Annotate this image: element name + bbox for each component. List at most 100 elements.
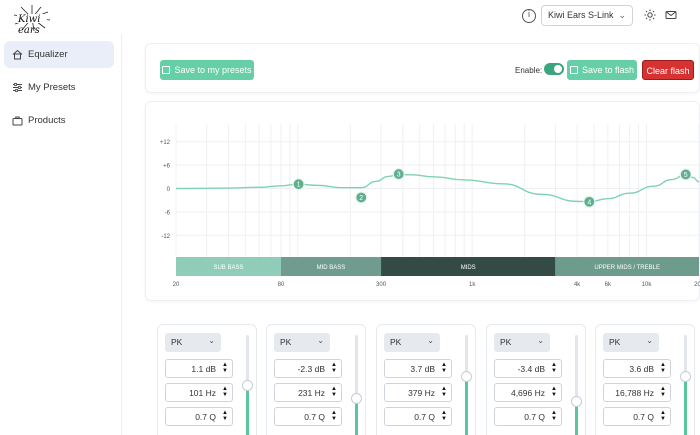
stepper-arrows-icon[interactable]: ▲ ▼ xyxy=(551,386,557,398)
q-input-value: 0.7 Q xyxy=(524,412,545,422)
filter-node[interactable] xyxy=(392,167,405,181)
gain-input-value: -3.4 dB xyxy=(517,364,545,374)
stepper-arrows-icon[interactable]: ▲ ▼ xyxy=(660,386,666,398)
filter-node[interactable] xyxy=(355,191,368,204)
q-input[interactable]: 0.7 Q ▲ ▼ xyxy=(165,407,233,426)
frequency-input-value: 16,788 Hz xyxy=(615,388,654,398)
q-input[interactable]: 0.7 Q ▲ ▼ xyxy=(274,407,342,426)
gain-slider-thumb[interactable] xyxy=(461,370,472,382)
gain-slider-thumb[interactable] xyxy=(242,379,253,391)
filter-type-value: PK xyxy=(500,337,512,347)
band-range-label: UPPER MIDS / TREBLE xyxy=(594,265,660,271)
gain-input-value: 3.7 dB xyxy=(410,364,435,374)
frequency-input-value: 101 Hz xyxy=(189,388,216,398)
top-bar: Kiwi ears i Kiwi Ears S-Link ⌄ xyxy=(0,0,700,36)
bag-icon xyxy=(12,116,23,126)
band-range-label: SUB BASS xyxy=(213,265,243,271)
gain-slider-thumb[interactable] xyxy=(680,370,691,382)
gain-input[interactable]: 3.6 dB ▲ ▼ xyxy=(603,359,671,378)
stepper-arrows-icon[interactable]: ▲ ▼ xyxy=(222,362,228,374)
x-tick-label: 4k xyxy=(574,282,581,288)
frequency-input[interactable]: 231 Hz ▲ ▼ xyxy=(274,383,342,402)
y-tick-label: -12 xyxy=(161,234,170,240)
stepper-arrows-icon[interactable]: ▲ ▼ xyxy=(331,386,337,398)
sidebar-item-my-presets[interactable]: My Presets xyxy=(4,74,114,101)
sidebar-item-equalizer[interactable]: Equalizer xyxy=(4,41,114,68)
brand-logo[interactable]: Kiwi ears xyxy=(12,4,52,36)
sidebar-item-label: Equalizer xyxy=(28,49,68,60)
sliders-icon xyxy=(13,82,22,93)
filter-type-select[interactable]: PK ⌄ xyxy=(384,333,440,352)
gain-slider[interactable] xyxy=(242,335,253,435)
filter-type-select[interactable]: PK ⌄ xyxy=(603,333,659,352)
frequency-input[interactable]: 379 Hz ▲ ▼ xyxy=(384,383,452,402)
gain-input[interactable]: -2.3 dB ▲ ▼ xyxy=(274,359,342,378)
chevron-down-icon: ⌄ xyxy=(427,336,434,345)
save-to-presets-button[interactable]: Save to my presets xyxy=(160,60,254,80)
band-range-label: MIDS xyxy=(461,265,476,271)
eq-chart[interactable]: +12 +6 0 -6 -12 SUB BASS MID BASS MIDS UPPER MID… xyxy=(146,102,700,302)
device-select-value: Kiwi Ears S-Link xyxy=(548,10,614,20)
stepper-arrows-icon[interactable]: ▲ ▼ xyxy=(222,410,228,422)
filter-band-card: PK ⌄ 3.6 dB ▲ ▼ 16,788 Hz ▲ ▼ 0.7 Q ▲ ▼ xyxy=(595,324,695,435)
sidebar-item-products[interactable]: Products xyxy=(4,107,114,134)
chevron-down-icon: ⌄ xyxy=(537,336,544,345)
stepper-arrows-icon[interactable]: ▲ ▼ xyxy=(222,386,228,398)
frequency-input[interactable]: 101 Hz ▲ ▼ xyxy=(165,383,233,402)
y-tick-label: +6 xyxy=(163,164,171,170)
band-range-label: MID BASS xyxy=(317,265,346,271)
stepper-arrows-icon[interactable]: ▲ ▼ xyxy=(551,410,557,422)
save-to-presets-label: Save to my presets xyxy=(174,65,252,75)
stepper-arrows-icon[interactable]: ▲ ▼ xyxy=(660,362,666,374)
gain-input[interactable]: -3.4 dB ▲ ▼ xyxy=(494,359,562,378)
x-tick-label: 10k xyxy=(642,282,653,288)
filter-node[interactable] xyxy=(292,178,305,191)
sun-icon[interactable] xyxy=(644,9,656,21)
chevron-down-icon: ⌄ xyxy=(646,336,653,345)
gain-slider[interactable] xyxy=(571,335,582,435)
save-icon xyxy=(569,66,578,74)
filter-node[interactable] xyxy=(679,168,692,181)
stepper-arrows-icon[interactable]: ▲ ▼ xyxy=(441,362,447,374)
gain-slider-fill xyxy=(246,385,249,435)
gain-slider[interactable] xyxy=(680,335,691,435)
info-icon[interactable]: i xyxy=(522,9,536,23)
eq-toolbar: Save to my presets Enable: Save to flash… xyxy=(145,43,700,93)
stepper-arrows-icon[interactable]: ▲ ▼ xyxy=(331,362,337,374)
save-icon xyxy=(162,66,171,74)
frequency-input[interactable]: 16,788 Hz ▲ ▼ xyxy=(603,383,671,402)
filter-node-label: 5 xyxy=(684,172,688,179)
frequency-input-value: 231 Hz xyxy=(298,388,325,398)
clear-flash-button[interactable]: Clear flash xyxy=(642,60,694,80)
gain-slider[interactable] xyxy=(461,335,472,435)
stepper-arrows-icon[interactable]: ▲ ▼ xyxy=(551,362,557,374)
q-input-value: 0.7 Q xyxy=(304,412,325,422)
save-to-flash-button[interactable]: Save to flash xyxy=(567,60,637,80)
gain-input[interactable]: 1.1 dB ▲ ▼ xyxy=(165,359,233,378)
filter-type-select[interactable]: PK ⌄ xyxy=(274,333,330,352)
band-range xyxy=(555,257,699,276)
stepper-arrows-icon[interactable]: ▲ ▼ xyxy=(331,410,337,422)
band-range xyxy=(381,257,556,276)
enable-toggle[interactable] xyxy=(544,63,564,75)
frequency-input[interactable]: 4,696 Hz ▲ ▼ xyxy=(494,383,562,402)
filter-band-card: PK ⌄ 3.7 dB ▲ ▼ 379 Hz ▲ ▼ 0.7 Q ▲ ▼ xyxy=(376,324,476,435)
q-input[interactable]: 0.7 Q ▲ ▼ xyxy=(384,407,452,426)
device-select[interactable]: Kiwi Ears S-Link ⌄ xyxy=(541,5,633,26)
stepper-arrows-icon[interactable]: ▲ ▼ xyxy=(441,386,447,398)
x-tick-label: 20 xyxy=(173,282,180,288)
stepper-arrows-icon[interactable]: ▲ ▼ xyxy=(441,410,447,422)
gain-slider[interactable] xyxy=(351,335,362,435)
q-input[interactable]: 0.7 Q ▲ ▼ xyxy=(603,407,671,426)
filter-type-select[interactable]: PK ⌄ xyxy=(165,333,221,352)
stepper-arrows-icon[interactable]: ▲ ▼ xyxy=(660,410,666,422)
filter-node[interactable] xyxy=(583,195,596,208)
filter-node-label: 4 xyxy=(587,199,591,206)
gain-input[interactable]: 3.7 dB ▲ ▼ xyxy=(384,359,452,378)
gain-slider-thumb[interactable] xyxy=(351,392,362,404)
mail-icon[interactable] xyxy=(665,9,677,21)
band-range xyxy=(280,257,382,276)
gain-slider-thumb[interactable] xyxy=(571,396,582,408)
q-input[interactable]: 0.7 Q ▲ ▼ xyxy=(494,407,562,426)
filter-type-select[interactable]: PK ⌄ xyxy=(494,333,550,352)
